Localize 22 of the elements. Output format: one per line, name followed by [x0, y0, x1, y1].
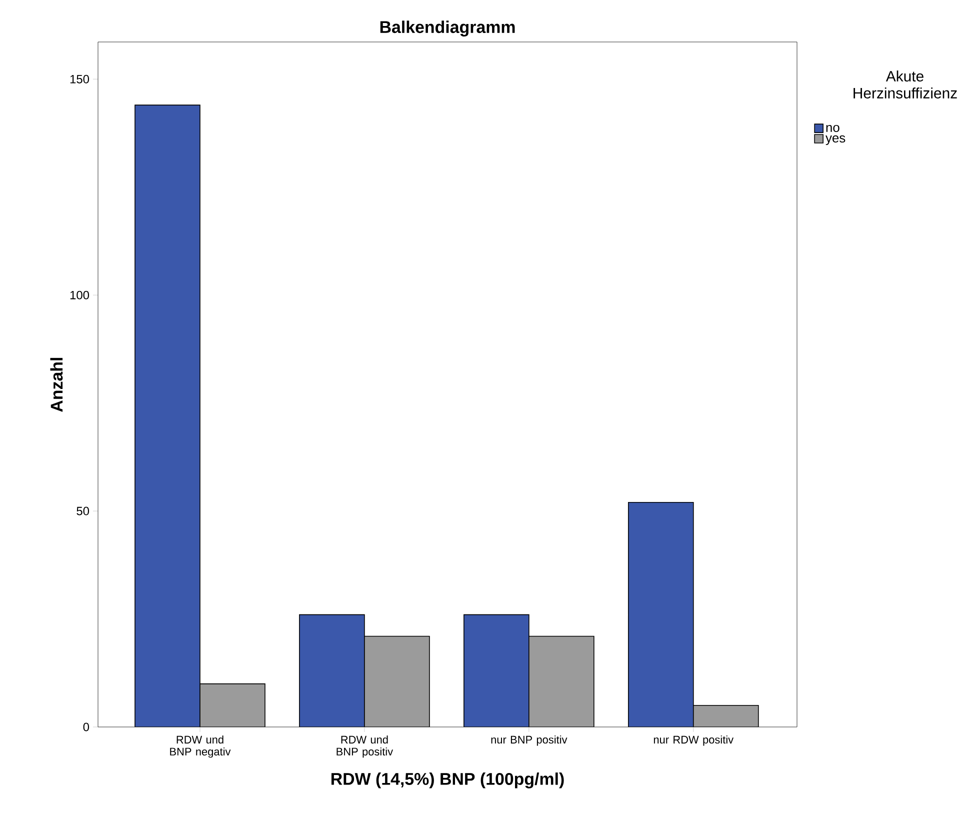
legend-label: yes: [826, 135, 846, 146]
bar: [628, 502, 694, 727]
y-tick-label: 0: [83, 722, 90, 732]
x-tick-label: nur RDW positiv: [654, 736, 734, 746]
y-tick-label: 50: [76, 506, 90, 516]
x-axis-title: RDW (14,5%) BNP (100pg/ml): [331, 772, 564, 788]
y-tick-label: 100: [70, 290, 90, 300]
bar: [299, 614, 365, 727]
legend-title: Akute Herzinsuffizienz: [854, 70, 957, 98]
bar: [692, 704, 759, 727]
x-tick-label: RDW und BNP positiv: [336, 736, 394, 758]
bar: [364, 636, 430, 727]
y-tick-label: 150: [70, 74, 90, 84]
y-axis-title: Anzahl: [50, 358, 63, 412]
bar: [134, 105, 200, 727]
bar: [528, 636, 594, 727]
bar: [464, 614, 530, 727]
chart-title: Balkendiagramm: [380, 20, 515, 36]
bar: [200, 684, 265, 727]
x-tick-label: nur BNP positiv: [491, 736, 568, 746]
x-tick-label: RDW und BNP negativ: [170, 736, 231, 758]
legend-label: no: [826, 124, 840, 132]
